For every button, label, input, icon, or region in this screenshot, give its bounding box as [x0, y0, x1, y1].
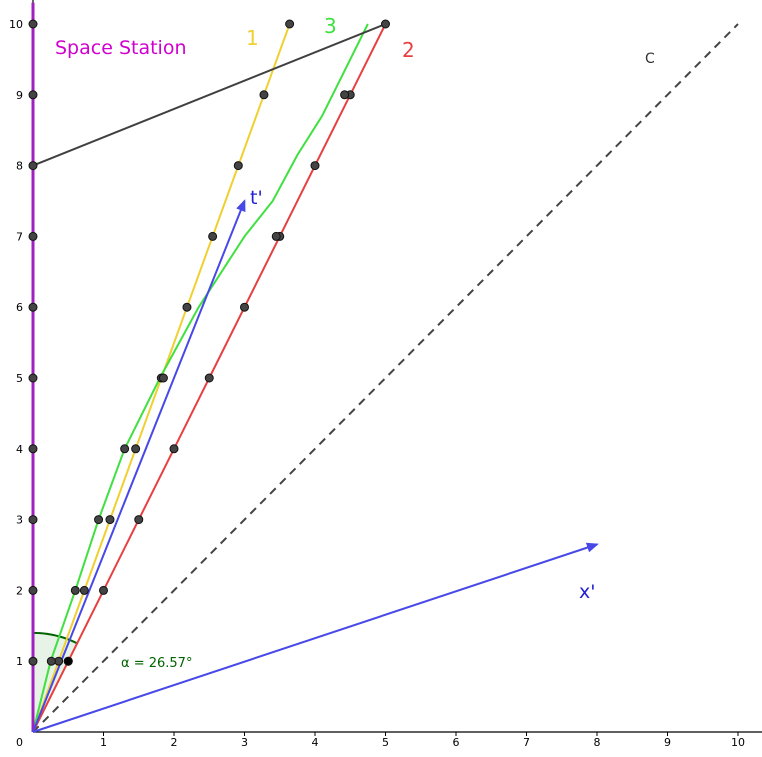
x-prime-vector — [32, 542, 599, 733]
y-tick-label: 10 — [9, 18, 23, 31]
worldline-3-point — [158, 373, 168, 383]
y-tick-label: 9 — [16, 89, 23, 102]
worldline-1-point — [131, 444, 141, 454]
worldline-1-point — [105, 515, 115, 525]
station-point — [28, 19, 38, 29]
t-prime-vector — [32, 199, 246, 733]
label-x-prime: x' — [579, 581, 595, 603]
y-tick-label: 8 — [16, 160, 23, 173]
x-tick-label: 10 — [731, 736, 745, 749]
worldline-1-point — [79, 585, 89, 595]
y-tick-label: 7 — [16, 230, 23, 243]
station-point — [28, 231, 38, 241]
worldline-3-point — [120, 444, 130, 454]
x-tick-label: 3 — [241, 736, 248, 749]
x-tick-label: 6 — [453, 736, 460, 749]
worldline-1-point — [54, 656, 64, 666]
light-line-c — [32, 23, 739, 733]
y-tick-label: 5 — [16, 372, 23, 385]
worldline-1-point — [285, 19, 295, 29]
worldline-2-point — [240, 302, 249, 312]
worldline-1-point — [208, 231, 218, 241]
worldline-2-point — [381, 19, 390, 29]
alpha-label: α = 26.57° — [121, 656, 192, 671]
worldline-2-point — [310, 161, 320, 171]
worldline-2-point — [169, 444, 179, 454]
x-tick-label: 1 — [100, 736, 107, 749]
event-point — [63, 656, 73, 666]
worldline-3-point — [94, 515, 104, 525]
station-label: Space Station — [55, 37, 187, 59]
x-tick-label: 8 — [594, 736, 601, 749]
worldline-3-point — [340, 90, 350, 100]
label-c: C — [645, 51, 655, 67]
station-point — [28, 585, 38, 595]
station-point — [28, 515, 38, 525]
label-1: 1 — [246, 26, 259, 50]
y-tick-label: 1 — [16, 655, 23, 668]
worldline-2-point — [99, 585, 108, 595]
station-point — [28, 656, 38, 666]
worldline-3 — [32, 23, 369, 733]
worldline-1-point — [259, 90, 269, 100]
worldline-3-point — [46, 656, 56, 666]
y-tick-label: 4 — [16, 443, 23, 456]
worldline-3-point — [271, 231, 281, 241]
worldline-1-point — [182, 302, 192, 312]
y-tick-label: 2 — [16, 584, 23, 597]
station-point — [28, 161, 38, 171]
station-point — [28, 444, 38, 454]
x-tick-label: 9 — [664, 736, 671, 749]
worldline-2-point — [134, 515, 144, 525]
label-2: 2 — [402, 38, 415, 62]
origin-label: 0 — [16, 736, 23, 749]
station-point — [28, 302, 38, 312]
label-3: 3 — [324, 14, 337, 38]
station-point — [28, 90, 38, 100]
x-tick-label: 4 — [312, 736, 319, 749]
station-point — [28, 373, 38, 383]
x-tick-label: 2 — [171, 736, 178, 749]
worldline-3-point — [70, 585, 80, 595]
y-tick-label: 6 — [16, 301, 23, 314]
worldline-1-point — [233, 161, 243, 171]
alpha-arc — [32, 631, 78, 645]
x-tick-label: 7 — [523, 736, 530, 749]
worldline-2-point — [204, 373, 214, 383]
signal-line — [32, 23, 386, 167]
y-tick-label: 3 — [16, 514, 23, 527]
x-tick-label: 5 — [382, 736, 389, 749]
label-t-prime: t' — [250, 187, 263, 209]
